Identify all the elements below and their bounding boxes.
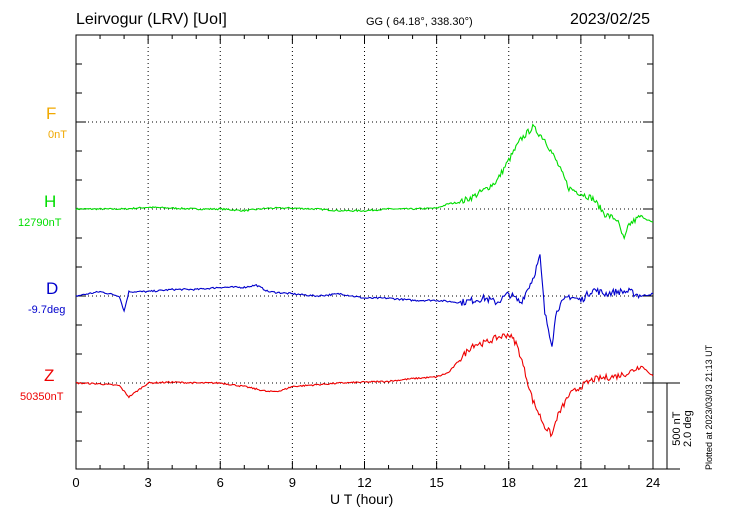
series-line-z: [75, 332, 654, 438]
x-tick-label: 0: [72, 475, 79, 490]
series-line-d: [75, 254, 654, 347]
station-title: Leirvogur (LRV) [UoI]: [76, 11, 227, 28]
x-tick-label: 21: [574, 475, 588, 490]
scale-bar-label: 500 nT 2.0 deg: [671, 410, 694, 447]
x-tick-label: 15: [429, 475, 443, 490]
plotted-timestamp: Plotted at 2023/03/03 21:13 UT: [704, 344, 714, 470]
plot-date: 2023/02/25: [570, 11, 651, 28]
component-h-label: H: [44, 192, 57, 211]
component-z-label: Z: [44, 366, 55, 385]
x-tick-label: 9: [289, 475, 296, 490]
component-z-baseline: 50350nT: [20, 391, 64, 403]
component-d-baseline: -9.7deg: [28, 304, 66, 316]
component-d-label: D: [46, 279, 59, 298]
scale-bar-deg: 2.0 deg: [682, 410, 694, 447]
x-tick-label: 24: [646, 475, 660, 490]
series-line-h: [75, 123, 654, 241]
component-h-baseline: 12790nT: [18, 217, 62, 229]
x-tick-label: 6: [217, 475, 224, 490]
x-tick-label: 18: [502, 475, 516, 490]
x-tick-label: 12: [357, 475, 371, 490]
component-f-label: F: [46, 104, 57, 123]
component-f-baseline: 0nT: [48, 129, 67, 141]
x-axis-label: U T (hour): [330, 491, 394, 507]
geographic-coords: GG ( 64.18°, 338.30°): [366, 16, 473, 28]
x-tick-label: 3: [145, 475, 152, 490]
